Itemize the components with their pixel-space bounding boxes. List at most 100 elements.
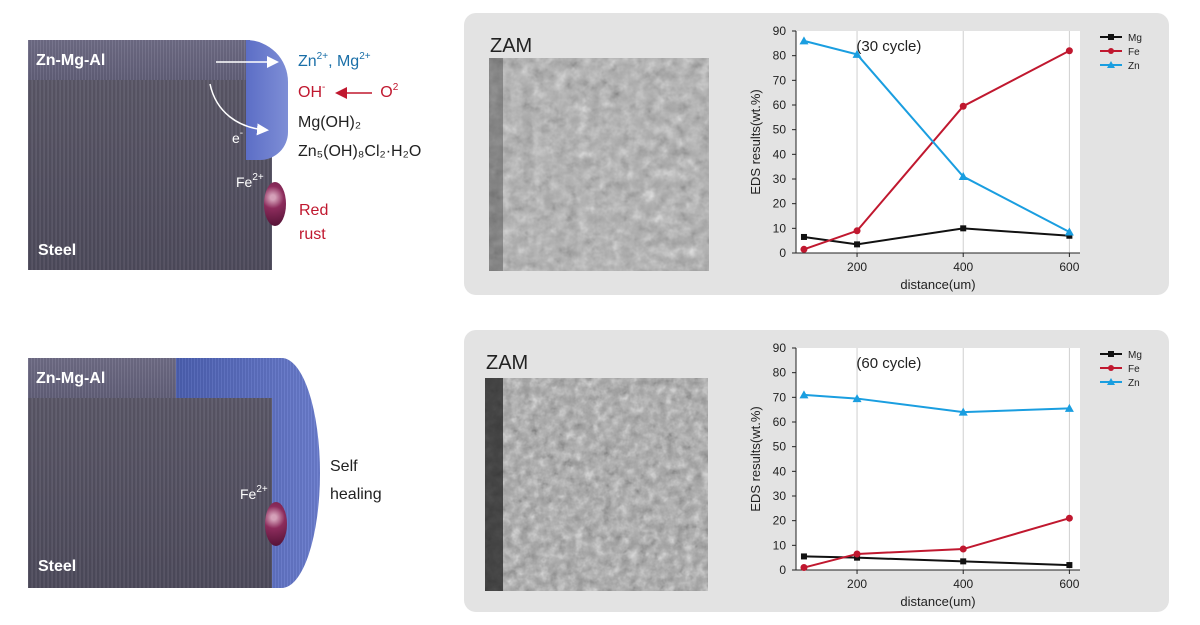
eds-line-chart: 0 10 20 30 40 50 60 70 80 90 200 400 600 distance(um)… xyxy=(748,341,1142,609)
y-tick-label: 60 xyxy=(773,98,787,112)
point-mg xyxy=(960,558,967,565)
zn-mg-al-coating-layer xyxy=(28,358,178,398)
y-tick-label: 10 xyxy=(773,221,787,235)
legend-label-zn: Zn xyxy=(1128,378,1140,389)
y-tick-label: 0 xyxy=(779,246,786,260)
y-tick-label: 70 xyxy=(773,390,787,404)
sem-image xyxy=(485,378,708,591)
point-mg xyxy=(1066,232,1073,239)
point-zn xyxy=(958,172,968,181)
o2-text: O xyxy=(380,84,393,101)
ions-label: Zn2+, Mg2+ xyxy=(298,51,371,71)
arrows-overlay xyxy=(209,56,279,136)
sem-label: ZAM xyxy=(486,352,529,374)
result-line1: Red xyxy=(299,202,329,219)
legend-label-fe: Fe xyxy=(1128,47,1140,58)
x-axis-title: distance(um) xyxy=(900,594,975,609)
x-tick-label: 400 xyxy=(953,577,973,591)
legend-marker xyxy=(1108,48,1114,54)
oh-reaction-label: OH- O2 xyxy=(298,82,399,102)
y-tick-label: 30 xyxy=(773,489,787,503)
y-tick-label: 90 xyxy=(773,24,787,38)
eds-line-chart: 0 10 20 30 40 50 60 70 80 90 200 400 600 distance(um)… xyxy=(748,24,1142,292)
electron-charge: - xyxy=(239,128,244,139)
mg-ion-text: Mg xyxy=(336,53,360,70)
point-mg xyxy=(854,241,861,248)
legend-label-fe: Fe xyxy=(1128,364,1140,375)
y-tick-label: 80 xyxy=(773,49,787,63)
point-zn xyxy=(958,407,968,416)
point-zn xyxy=(852,49,862,58)
series-line-zn xyxy=(803,39,1070,233)
y-tick-label: 90 xyxy=(773,341,787,355)
y-tick-label: 30 xyxy=(773,172,787,186)
y-tick-label: 20 xyxy=(773,514,787,528)
corrosion-diagram-red-rust: Zn-Mg-Al Steel Zn2+, Mg2+ OH- O2 e- Mg(O… xyxy=(0,0,440,300)
steel-label: Steel xyxy=(38,242,77,259)
legend-label-zn: Zn xyxy=(1128,61,1140,72)
legend-marker xyxy=(1108,351,1114,357)
point-zn xyxy=(799,36,809,45)
rust-droplet xyxy=(265,502,287,546)
ion-separator: , xyxy=(328,53,337,70)
steel-substrate xyxy=(28,398,272,588)
x-tick-label: 400 xyxy=(953,260,973,274)
y-tick-label: 80 xyxy=(773,366,787,380)
electron-text: e xyxy=(232,130,240,146)
plot-area xyxy=(796,348,1080,570)
result-line2: healing xyxy=(330,486,382,503)
sem-label: ZAM xyxy=(490,35,533,57)
point-mg xyxy=(1066,562,1073,569)
electron-label: e- xyxy=(232,128,244,146)
oh-charge: - xyxy=(322,82,326,93)
fe-text: Fe xyxy=(236,174,253,190)
legend-marker xyxy=(1107,378,1115,385)
rust-droplet xyxy=(264,182,286,226)
point-mg xyxy=(854,554,861,561)
product-mg-hydroxide: Mg(OH)₂ xyxy=(298,114,362,131)
sem-texture xyxy=(485,378,708,591)
oh-text: OH xyxy=(298,84,322,101)
sem-texture xyxy=(489,58,709,271)
series-line-mg xyxy=(803,555,1070,567)
y-tick-label: 60 xyxy=(773,415,787,429)
o2-sup: 2 xyxy=(392,82,399,93)
fe-charge: 2+ xyxy=(256,484,268,495)
fe-text: Fe xyxy=(240,486,257,502)
y-tick-label: 40 xyxy=(773,464,787,478)
point-zn xyxy=(799,390,809,399)
y-tick-label: 0 xyxy=(779,563,786,577)
electron-arrow xyxy=(209,83,269,136)
fe-charge: 2+ xyxy=(252,172,264,183)
y-tick-label: 40 xyxy=(773,147,787,161)
steel-label: Steel xyxy=(38,558,77,575)
y-tick-label: 20 xyxy=(773,197,787,211)
series-line-fe xyxy=(803,517,1070,569)
point-fe xyxy=(959,102,967,110)
point-fe xyxy=(853,550,861,558)
coating-label: Zn-Mg-Al xyxy=(36,52,106,69)
chart-title: (30 cycle) xyxy=(856,38,921,55)
legend-marker xyxy=(1107,61,1115,68)
y-axis-title: EDS results(wt.%) xyxy=(748,89,763,194)
legend-label-mg: Mg xyxy=(1128,33,1142,44)
steel-substrate xyxy=(28,80,272,270)
coating-label: Zn-Mg-Al xyxy=(36,370,106,387)
mg-ion-charge: 2+ xyxy=(359,51,371,62)
fe-ion-label: Fe2+ xyxy=(236,172,264,190)
zn-ion-text: Zn xyxy=(298,53,317,70)
point-fe xyxy=(800,564,808,572)
zn-mg-al-coating-layer xyxy=(28,40,250,80)
legend-label-mg: Mg xyxy=(1128,350,1142,361)
series-line-zn xyxy=(803,393,1070,414)
point-fe xyxy=(853,227,861,235)
fe-ion-label: Fe2+ xyxy=(240,484,268,502)
point-zn xyxy=(1064,227,1074,236)
sem-image xyxy=(489,58,709,271)
x-axis-title: distance(um) xyxy=(900,277,975,292)
point-mg xyxy=(800,233,807,240)
product-simonkolleite: Zn₅(OH)₈Cl₂·H₂O xyxy=(298,143,422,160)
point-fe xyxy=(959,545,967,553)
eds-panel-60-cycle: ZAM 0 10 20 30 40 50 60 70 80 90 200 400 600 distance… xyxy=(464,330,1169,612)
oh-arrow xyxy=(334,86,372,99)
